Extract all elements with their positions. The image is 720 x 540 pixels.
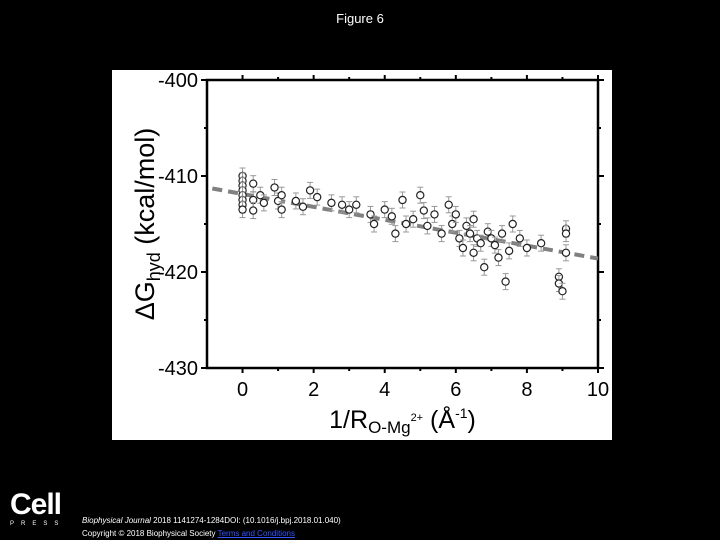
- data-point: [561, 248, 571, 257]
- data-point: [416, 190, 425, 200]
- data-point: [391, 229, 400, 238]
- data-point: [423, 221, 432, 231]
- data-point: [476, 238, 485, 248]
- data-point: [380, 205, 389, 214]
- data-point: [312, 192, 322, 202]
- data-point: [259, 198, 269, 208]
- figure-panel: 0 2 4 6 8 10 -430 -420 -410 -400 1/RO-Mg2+ (Å-1) ΔG…: [112, 70, 612, 440]
- data-point: [387, 212, 397, 221]
- data-point: [352, 200, 361, 209]
- figure-title: Figure 6: [336, 11, 384, 26]
- data-point: [249, 206, 258, 215]
- data-point: [277, 190, 286, 200]
- data-point: [444, 200, 453, 209]
- data-point: [437, 229, 446, 238]
- x-axis-label: 1/RO-Mg2+ (Å-1): [329, 404, 476, 437]
- citation: Biophysical Journal 2018 1141274-1284DOI…: [82, 514, 341, 540]
- data-point: [469, 248, 478, 257]
- x-tick-label: 0: [237, 379, 248, 401]
- data-point: [469, 214, 478, 224]
- data-point: [455, 234, 464, 243]
- y-tick-label: -410: [158, 166, 198, 188]
- data-point: [291, 196, 301, 206]
- data-point: [298, 202, 308, 211]
- data-point: [277, 205, 286, 214]
- y-axis-label: ΔGhyd (kcal/mol): [130, 128, 164, 321]
- data-point: [561, 229, 571, 238]
- y-tick-label: -420: [158, 262, 198, 284]
- data-point: [490, 240, 500, 250]
- data-point: [480, 262, 489, 272]
- data-point: [344, 205, 354, 214]
- terms-link[interactable]: Terms and Conditions: [217, 529, 295, 538]
- citation-journal: Biophysical Journal: [82, 516, 151, 525]
- x-tick-label: 6: [450, 379, 461, 401]
- data-point: [522, 243, 532, 253]
- x-tick-label: 2: [308, 379, 319, 401]
- data-point: [401, 219, 411, 229]
- data-point: [465, 229, 475, 238]
- cell-press-logo: Cell PRESS: [10, 488, 66, 528]
- x-tick-label: 10: [587, 379, 609, 401]
- data-point: [408, 214, 418, 224]
- data-point: [536, 238, 546, 248]
- scatter-chart: 0 2 4 6 8 10 -430 -420 -410 -400 1/RO-Mg2+ (Å-1) ΔG…: [130, 70, 609, 437]
- data-point: [398, 195, 407, 205]
- data-point: [448, 219, 457, 229]
- data-point: [337, 200, 347, 209]
- citation-details: 2018 1141274-1284DOI: (10.1016/j.bpj.201…: [150, 516, 341, 525]
- data-point: [515, 234, 524, 243]
- data-point: [270, 183, 279, 192]
- logo-main: Cell: [10, 488, 62, 521]
- data-point: [504, 246, 514, 256]
- data-point: [419, 206, 429, 215]
- data-point: [249, 179, 258, 188]
- copyright: Copyright © 2018 Biophysical Society: [82, 529, 218, 538]
- data-point: [430, 210, 439, 219]
- data-point: [458, 243, 468, 253]
- logo-sub: PRESS: [10, 521, 66, 527]
- data-point: [487, 234, 496, 243]
- data-point: [369, 219, 379, 229]
- data-point: [451, 210, 461, 219]
- data-point: [483, 227, 493, 236]
- y-tick-label: -430: [158, 358, 198, 380]
- data-point: [366, 210, 375, 219]
- data-point: [238, 205, 247, 214]
- data-point: [508, 219, 517, 229]
- data-point: [501, 277, 510, 286]
- x-tick-label: 8: [521, 379, 532, 401]
- data-point: [558, 286, 567, 296]
- data-point: [327, 198, 336, 208]
- y-tick-label: -400: [158, 70, 198, 92]
- x-tick-label: 4: [379, 379, 390, 401]
- data-point: [497, 229, 507, 238]
- data-point: [494, 253, 503, 262]
- data-point: [305, 186, 315, 195]
